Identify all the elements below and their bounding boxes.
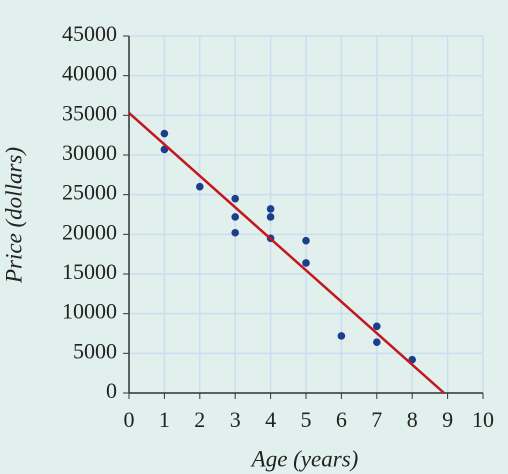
point: [231, 194, 239, 203]
y-tick-label: 10000: [62, 299, 117, 324]
x-tick-label: 5: [301, 407, 312, 432]
y-tick-label: 0: [106, 378, 117, 403]
trend-line: [128, 112, 445, 394]
x-tick-label: 4: [265, 407, 276, 432]
x-tick-label: 10: [472, 407, 494, 432]
y-tick-label: 30000: [62, 140, 117, 165]
y-tick-label: 40000: [62, 61, 117, 86]
point: [302, 259, 310, 267]
x-tick-label: 7: [371, 407, 382, 432]
point: [266, 213, 275, 221]
point: [373, 322, 381, 331]
point: [160, 129, 169, 138]
point: [196, 182, 204, 191]
y-tick-label: 45000: [62, 21, 117, 46]
point: [302, 236, 310, 245]
point: [231, 228, 239, 237]
x-tick-label: 1: [159, 407, 170, 432]
y-tick-label: 25000: [62, 180, 117, 205]
point: [266, 205, 275, 213]
x-tick-label: 9: [442, 407, 453, 432]
x-tick-label: 3: [230, 407, 241, 432]
y-tick-label: 20000: [62, 219, 117, 244]
y-tick-label: 15000: [62, 259, 117, 284]
x-tick-label: 2: [194, 407, 205, 432]
y-tick-label: 5000: [73, 338, 117, 363]
y-tick-label: 35000: [62, 100, 117, 125]
point: [373, 338, 381, 347]
y-axis-title: Price (dollars): [1, 147, 26, 284]
x-tick-label: 8: [407, 407, 418, 432]
point: [337, 332, 346, 340]
x-axis-title: Age (years): [250, 446, 359, 471]
x-tick-label: 0: [124, 407, 135, 432]
x-tick-label: 6: [336, 407, 347, 432]
point: [231, 213, 239, 221]
